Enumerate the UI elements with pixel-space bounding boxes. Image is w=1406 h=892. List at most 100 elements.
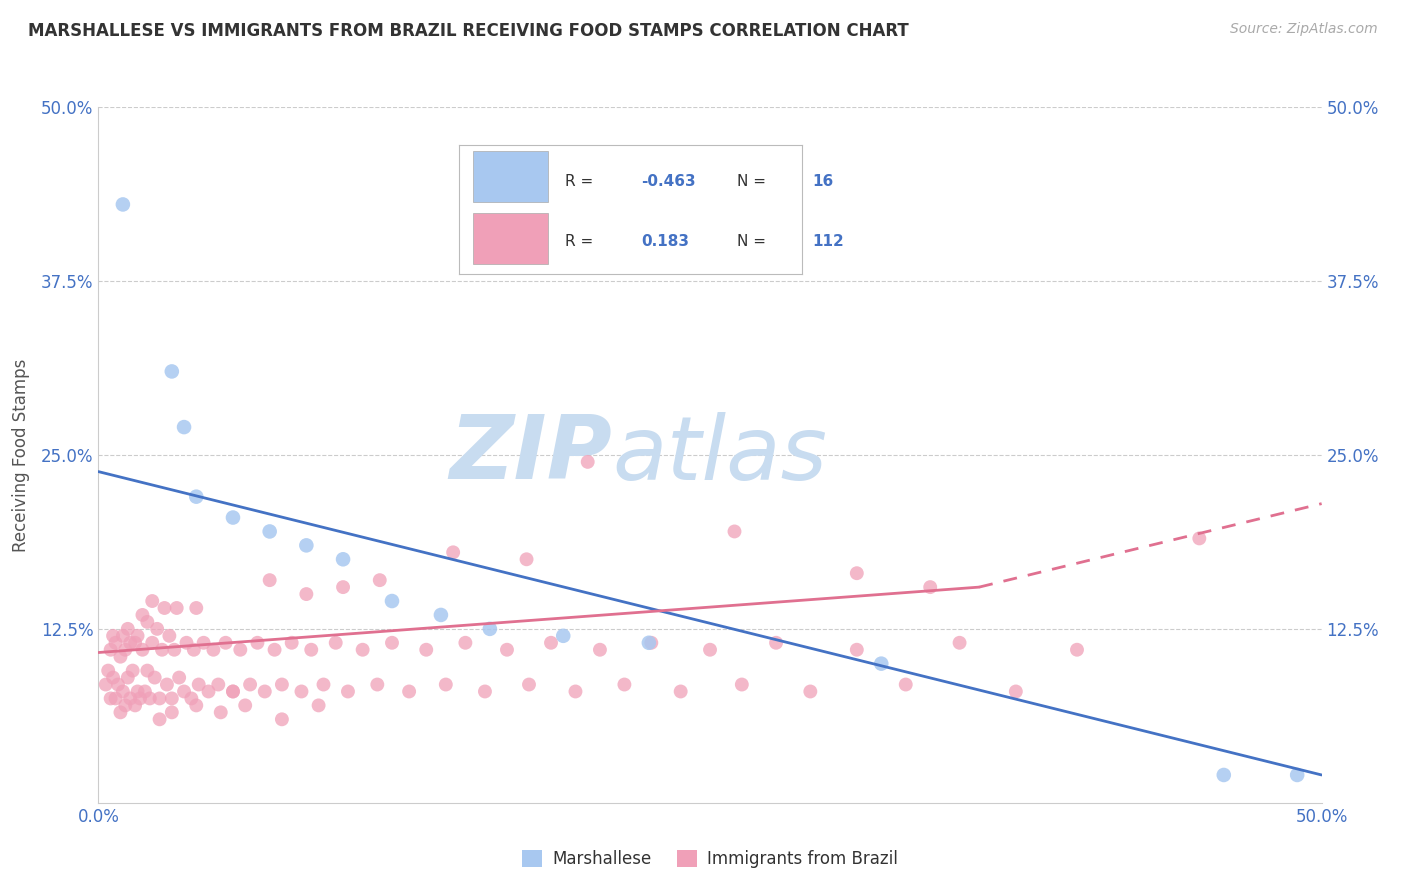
Point (259, 573, 281, 587)
Point (222, 684, 245, 698)
Point (239, 677, 262, 691)
Point (517, 677, 540, 691)
Point (187, 677, 209, 691)
Point (576, 455, 599, 469)
Point (186, 698, 208, 713)
Point (332, 552, 354, 566)
Point (1066, 642, 1088, 657)
Text: MARSHALLESE VS IMMIGRANTS FROM BRAZIL RECEIVING FOOD STAMPS CORRELATION CHART: MARSHALLESE VS IMMIGRANTS FROM BRAZIL RE… (28, 22, 908, 40)
Point (186, 490, 208, 504)
Point (146, 622, 169, 636)
Point (253, 684, 276, 698)
Point (136, 664, 159, 678)
Point (638, 636, 661, 650)
Point (699, 642, 721, 657)
Point (1212, 768, 1234, 782)
Point (136, 615, 159, 629)
Point (381, 594, 404, 608)
Point (299, 642, 322, 657)
Point (149, 712, 172, 726)
Point (263, 642, 285, 657)
Point (101, 671, 124, 685)
Point (110, 649, 132, 664)
Point (246, 636, 269, 650)
Point (197, 684, 219, 698)
Point (153, 601, 176, 615)
Point (845, 566, 868, 581)
Point (209, 706, 232, 720)
Point (478, 622, 501, 636)
Point (430, 607, 453, 622)
Point (765, 636, 787, 650)
Point (731, 677, 754, 691)
Point (114, 698, 136, 713)
Point (104, 691, 127, 706)
Point (336, 684, 359, 698)
Point (381, 636, 404, 650)
Point (640, 636, 662, 650)
Text: atlas: atlas (612, 412, 827, 498)
Point (100, 642, 122, 657)
Point (186, 601, 208, 615)
Point (589, 642, 612, 657)
Point (117, 622, 139, 636)
Text: ZIP: ZIP (450, 411, 612, 499)
Point (117, 671, 139, 685)
Point (214, 636, 236, 650)
Point (222, 684, 245, 698)
Point (1004, 684, 1026, 698)
Point (160, 364, 183, 378)
Point (127, 684, 149, 698)
Point (312, 677, 335, 691)
Point (474, 684, 496, 698)
Point (139, 691, 162, 706)
Y-axis label: Receiving Food Stamps: Receiving Food Stamps (11, 359, 30, 551)
Point (150, 642, 173, 657)
Point (920, 580, 942, 594)
Point (104, 636, 127, 650)
Point (149, 691, 172, 706)
Point (799, 684, 821, 698)
Point (134, 684, 156, 698)
Point (270, 712, 294, 726)
Point (325, 636, 347, 650)
Point (222, 510, 245, 524)
Point (894, 677, 917, 691)
Text: Source: ZipAtlas.com: Source: ZipAtlas.com (1230, 22, 1378, 37)
Point (845, 642, 868, 657)
Point (540, 636, 562, 650)
Point (948, 636, 970, 650)
Point (94, 677, 117, 691)
Point (295, 587, 318, 601)
Point (295, 538, 318, 552)
Point (233, 698, 256, 713)
Point (270, 677, 294, 691)
Point (441, 545, 464, 559)
Point (723, 524, 745, 539)
Point (259, 524, 281, 539)
Point (280, 636, 302, 650)
Legend: Marshallese, Immigrants from Brazil: Marshallese, Immigrants from Brazil (516, 843, 904, 874)
Point (180, 691, 202, 706)
Point (111, 629, 134, 643)
Point (167, 671, 190, 685)
Point (553, 629, 575, 643)
Point (160, 691, 183, 706)
Point (434, 677, 457, 691)
Point (166, 601, 188, 615)
Point (143, 671, 166, 685)
Point (613, 677, 636, 691)
Point (101, 629, 124, 643)
Point (183, 642, 205, 657)
Point (454, 636, 477, 650)
Point (114, 642, 136, 657)
Point (1286, 768, 1309, 782)
Point (308, 698, 330, 713)
Point (97, 664, 120, 678)
Point (669, 684, 692, 698)
Point (176, 636, 198, 650)
Point (332, 580, 354, 594)
Point (173, 684, 195, 698)
Point (207, 677, 229, 691)
Point (496, 642, 519, 657)
